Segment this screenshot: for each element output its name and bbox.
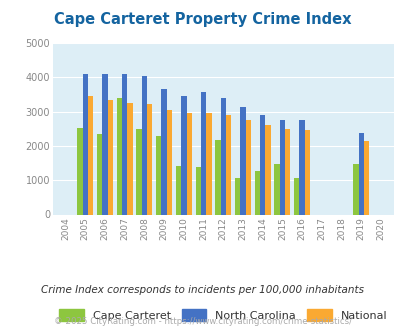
Bar	[304, 130, 309, 214]
Bar	[175, 166, 181, 214]
Bar	[206, 113, 211, 214]
Bar	[200, 92, 206, 214]
Bar	[215, 140, 220, 214]
Bar	[141, 76, 147, 215]
Bar	[363, 141, 369, 214]
Bar	[234, 179, 240, 214]
Bar	[107, 100, 113, 214]
Bar	[102, 74, 107, 214]
Bar	[358, 133, 363, 214]
Bar	[299, 120, 304, 214]
Text: Crime Index corresponds to incidents per 100,000 inhabitants: Crime Index corresponds to incidents per…	[41, 285, 364, 295]
Bar	[117, 98, 122, 214]
Bar	[127, 103, 132, 214]
Bar	[136, 129, 141, 214]
Bar	[122, 75, 127, 214]
Bar	[226, 115, 231, 214]
Bar	[166, 110, 172, 214]
Bar	[279, 120, 284, 214]
Text: Cape Carteret Property Crime Index: Cape Carteret Property Crime Index	[54, 12, 351, 26]
Bar	[186, 113, 192, 214]
Text: © 2025 CityRating.com - https://www.cityrating.com/crime-statistics/: © 2025 CityRating.com - https://www.city…	[54, 317, 351, 326]
Bar	[220, 98, 226, 214]
Bar	[195, 167, 200, 214]
Bar	[352, 164, 358, 214]
Bar	[240, 107, 245, 214]
Bar	[274, 164, 279, 214]
Bar	[260, 115, 265, 214]
Bar	[97, 134, 102, 214]
Bar	[181, 96, 186, 214]
Bar	[147, 104, 152, 214]
Bar	[294, 178, 299, 214]
Legend: Cape Carteret, North Carolina, National: Cape Carteret, North Carolina, National	[59, 309, 386, 321]
Bar	[156, 136, 161, 214]
Bar	[161, 89, 166, 214]
Bar	[83, 75, 88, 214]
Bar	[254, 171, 260, 214]
Bar	[284, 129, 290, 214]
Bar	[265, 125, 270, 214]
Bar	[88, 96, 93, 214]
Bar	[77, 128, 83, 214]
Bar	[245, 120, 250, 214]
